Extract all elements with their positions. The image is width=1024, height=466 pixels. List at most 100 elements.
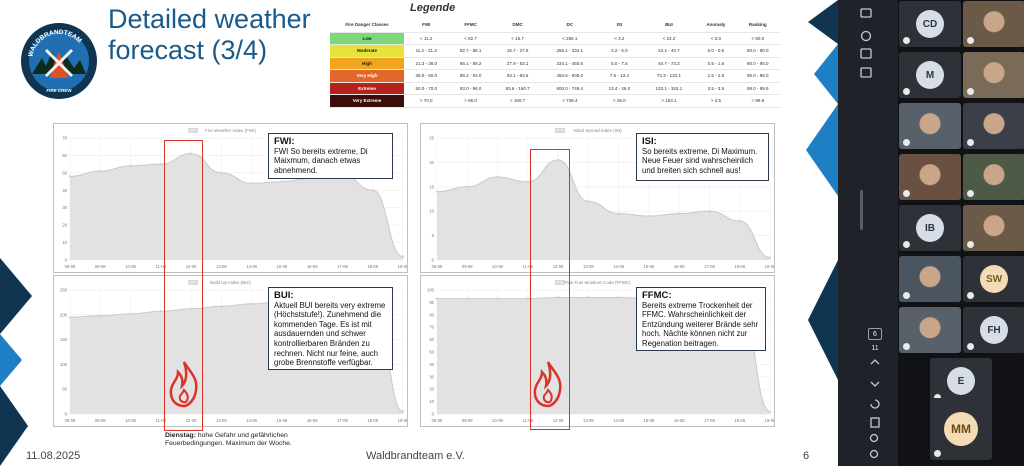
legend-header-cell: Fire Danger Classes: [330, 18, 404, 33]
participant-avatar: M: [916, 61, 944, 89]
data-point: [401, 255, 405, 258]
legend-header-cell: FFMC: [448, 18, 493, 33]
x-tick-label: 18-08: [367, 264, 378, 269]
meeting-participants-panel: CD M IB SW FH E MM: [898, 0, 1024, 466]
legend-value-cell: > 153.1: [641, 94, 697, 108]
participant-tile[interactable]: [899, 103, 961, 149]
data-point: [159, 310, 163, 313]
svg-text:FIRE CREW: FIRE CREW: [46, 88, 72, 93]
legend-value-cell: > 26.0: [597, 94, 642, 108]
participant-tile[interactable]: [963, 52, 1024, 98]
legend-value-cell: 11.2 - 21.3: [404, 44, 449, 58]
y-tick-label: 150: [60, 337, 68, 342]
legend-header-cell: DMC: [492, 18, 543, 33]
legend-header-row: Fire Danger Classes FWI FFMC DMC DC ISI BUI Ano…: [330, 18, 780, 33]
legend-value-cell: 90.0 - 95.0: [735, 57, 780, 70]
refresh-icon: [870, 399, 880, 409]
x-tick-label: 12-08: [553, 264, 564, 269]
participant-avatar: FH: [980, 316, 1008, 344]
y-tick-label: 20: [429, 160, 434, 165]
participant-tile[interactable]: [899, 307, 961, 353]
x-tick-label: 15-08: [277, 264, 288, 269]
legend-header-cell: Anomaly: [696, 18, 736, 33]
legend-value-cell: 1.5 - 2.5: [696, 69, 736, 83]
y-tick-label: 0: [432, 412, 435, 417]
participant-tile[interactable]: E: [930, 358, 992, 404]
x-tick-label: 14-08: [246, 418, 257, 423]
legend-value-cell: 82.7 - 86.1: [448, 44, 493, 58]
legend-header-cell: BUI: [641, 18, 697, 33]
legend-class-label: Extreme: [330, 82, 404, 95]
chart-series-label: Build Up Index (BUI): [210, 280, 252, 285]
x-tick-label: 19-08: [765, 418, 774, 423]
y-tick-label: 40: [429, 362, 434, 367]
footer-date: 11.08.2025: [26, 450, 81, 462]
data-point: [647, 214, 651, 218]
x-tick-label: 09-08: [462, 418, 473, 423]
x-tick-label: 17-08: [337, 418, 348, 423]
participant-tile[interactable]: IB: [899, 205, 961, 251]
toolbar-icons-bottom[interactable]: [867, 358, 883, 462]
presenter-toolbar: 6 11: [838, 0, 898, 466]
participant-tile[interactable]: [963, 205, 1024, 251]
muted-mic-icon: [903, 241, 910, 248]
x-tick-label: 08-08: [65, 264, 76, 269]
participant-tile[interactable]: SW: [963, 256, 1024, 302]
screen-icon: [860, 8, 872, 18]
participant-tile[interactable]: [963, 1, 1024, 47]
legend-value-cell: 133.1 - 153.1: [641, 82, 697, 95]
legend-value-cell: < 15.7: [492, 32, 543, 45]
data-point: [129, 164, 132, 168]
x-tick-label: 16-08: [674, 418, 685, 423]
share-icon: [860, 48, 872, 59]
series-area: [70, 153, 403, 260]
total-pages-indicator: 11: [871, 345, 879, 352]
chart-series-label: Fire Weather Index (FWI): [205, 128, 256, 133]
participant-tile[interactable]: FH: [963, 307, 1024, 353]
y-tick-label: 30: [62, 205, 67, 210]
data-point: [250, 182, 253, 185]
x-tick-label: 10-08: [492, 264, 503, 269]
legend-value-cell: 15.7 - 27.9: [492, 44, 543, 58]
x-tick-label: 19-08: [398, 418, 407, 423]
x-tick-label: 11-08: [156, 264, 167, 269]
legend-row: Very High 38.0 - 50.0 89.2 - 93.0 53.1 - 83…: [330, 69, 780, 83]
data-point: [587, 296, 590, 299]
muted-mic-icon: [903, 292, 910, 299]
legend-row: Very Extreme > 70.0 > 96.0 > 160.7 > 749.4 > …: [330, 94, 780, 108]
data-point: [466, 297, 469, 300]
presentation-slide: WALDBRANDTEAM FIRE CREW Detailed weather…: [0, 0, 838, 466]
data-point: [768, 256, 772, 259]
muted-mic-icon: [967, 88, 974, 95]
x-tick-label: 08-08: [432, 418, 443, 423]
muted-mic-icon: [967, 139, 974, 146]
x-tick-label: 13-08: [583, 264, 594, 269]
participant-tile[interactable]: [963, 103, 1024, 149]
toolbar-scrollbar[interactable]: [860, 190, 863, 230]
ffmc-chart-panel: Fine Fuel Moisture Code (FFMC) 0 10 20 30 40 5…: [420, 275, 775, 427]
legend-class-label: Moderate: [330, 44, 404, 58]
legend-value-cell: 256.1 - 334.1: [542, 44, 598, 58]
participant-tile[interactable]: CD: [899, 1, 961, 47]
x-tick-label: 15-08: [644, 264, 655, 269]
muted-mic-icon: [903, 139, 910, 146]
y-tick-label: 100: [427, 288, 435, 293]
legend-value-cell: < 82.7: [448, 32, 493, 45]
x-tick-label: 14-08: [613, 418, 624, 423]
participant-tile[interactable]: [899, 256, 961, 302]
y-tick-label: 5: [432, 233, 435, 238]
participant-tile[interactable]: [963, 154, 1024, 200]
legend-value-cell: < 3.2: [597, 32, 642, 45]
data-point: [220, 171, 223, 175]
y-tick-label: 80: [429, 312, 434, 317]
legend-value-cell: < 24.2: [641, 32, 697, 45]
x-tick-label: 11-08: [523, 418, 534, 423]
legend-value-cell: 334.1 - 450.6: [542, 57, 598, 70]
x-tick-label: 12-08: [186, 264, 197, 269]
participant-tile[interactable]: MM: [930, 398, 992, 460]
legend-value-cell: 0.0 - 0.5: [696, 44, 736, 58]
participant-tile[interactable]: [899, 154, 961, 200]
participant-tile[interactable]: M: [899, 52, 961, 98]
zoom-in-icon: [869, 433, 879, 443]
muted-mic-icon: [967, 292, 974, 299]
